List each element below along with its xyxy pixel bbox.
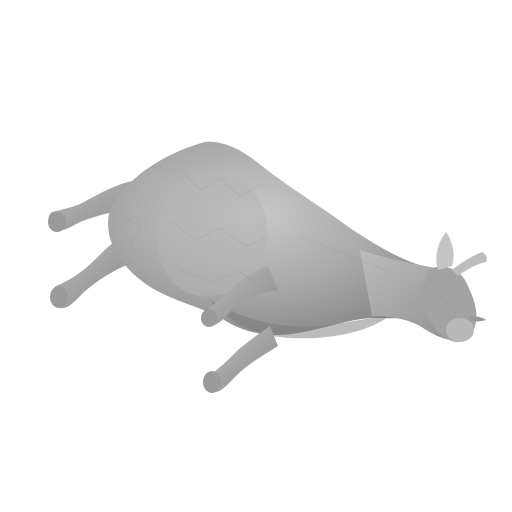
hind-leg-lower — [51, 232, 134, 309]
belly-shadow — [210, 300, 392, 339]
cow-horn-right — [452, 252, 487, 276]
front-leg-upper — [203, 266, 278, 327]
front-leg-lower — [206, 326, 278, 393]
hind-hoof-lower — [50, 286, 68, 308]
cow-muzzle — [446, 318, 474, 342]
front-hoof-lower — [203, 371, 221, 393]
mesh-facets — [119, 169, 457, 315]
front-hoof-upper — [201, 309, 217, 327]
body-shading — [157, 175, 268, 297]
cow-ear-tip — [468, 316, 486, 322]
hind-hoof-upper — [48, 212, 66, 232]
cow-ear-left — [436, 232, 454, 270]
